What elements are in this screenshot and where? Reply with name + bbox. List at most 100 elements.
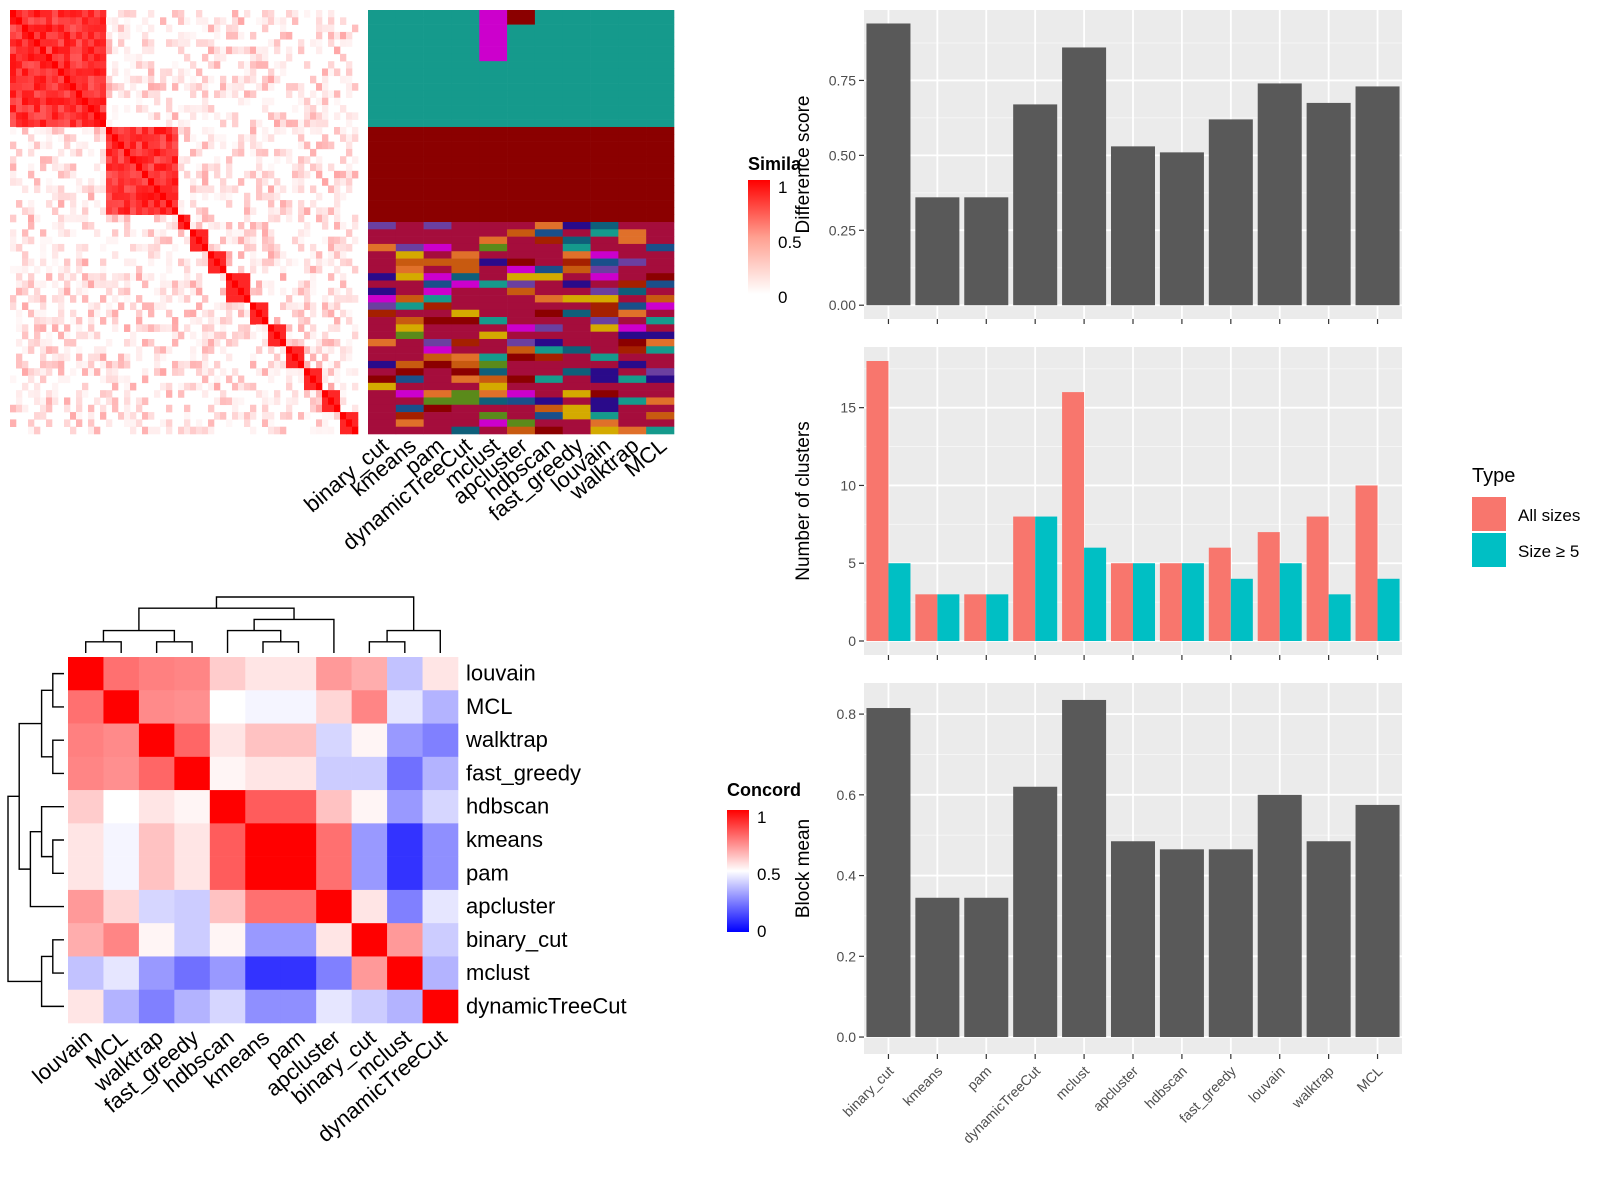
concordance-column-labels: louvainMCLwalktrapfast_greedyhdbscankmea… bbox=[27, 1025, 451, 1147]
similarity-cell bbox=[280, 126, 287, 135]
similarity-cell bbox=[172, 185, 179, 194]
membership-cell bbox=[562, 295, 591, 303]
y-tick-label: 0.8 bbox=[837, 706, 857, 722]
membership-cell bbox=[618, 61, 647, 69]
similarity-cell bbox=[124, 353, 131, 362]
similarity-cell bbox=[184, 360, 191, 369]
similarity-cell bbox=[268, 324, 275, 332]
similarity-cell bbox=[88, 31, 95, 40]
similarity-cell bbox=[208, 24, 215, 33]
similarity-cell bbox=[148, 170, 155, 179]
similarity-cell bbox=[340, 273, 347, 281]
membership-cell bbox=[562, 185, 591, 194]
similarity-cell bbox=[292, 236, 299, 245]
similarity-cell bbox=[220, 185, 227, 194]
similarity-cell bbox=[112, 207, 119, 215]
similarity-cell bbox=[28, 280, 35, 289]
similarity-cell bbox=[118, 273, 125, 281]
similarity-cell bbox=[322, 390, 329, 398]
similarity-cell bbox=[322, 258, 329, 267]
membership-cell bbox=[423, 141, 452, 150]
membership-cell bbox=[507, 419, 536, 427]
similarity-cell bbox=[346, 243, 353, 252]
similarity-cell bbox=[64, 192, 71, 201]
similarity-cell bbox=[16, 265, 23, 274]
similarity-cell bbox=[58, 185, 65, 194]
similarity-cell bbox=[46, 61, 53, 69]
similarity-cell bbox=[220, 397, 227, 406]
similarity-cell bbox=[184, 17, 191, 25]
membership-cell bbox=[451, 126, 480, 135]
similarity-cell bbox=[202, 178, 209, 186]
similarity-cell bbox=[346, 229, 353, 237]
membership-cell bbox=[423, 200, 452, 208]
similarity-cell bbox=[106, 178, 113, 186]
similarity-cell bbox=[262, 178, 269, 186]
concordance-cell bbox=[103, 823, 140, 857]
concordance-cell bbox=[387, 956, 423, 991]
similarity-cell bbox=[100, 61, 107, 69]
similarity-cell bbox=[280, 200, 287, 208]
membership-cell bbox=[562, 141, 591, 150]
membership-cell bbox=[451, 346, 480, 354]
membership-cell bbox=[451, 90, 480, 99]
similarity-cell bbox=[118, 178, 125, 186]
concordance-cell bbox=[245, 657, 282, 691]
membership-cell bbox=[451, 141, 480, 150]
similarity-cell bbox=[130, 75, 137, 84]
similarity-cell bbox=[202, 368, 209, 376]
membership-cell bbox=[423, 112, 452, 120]
similarity-cell bbox=[226, 397, 233, 406]
membership-cell bbox=[590, 126, 619, 135]
concordance-cell bbox=[103, 723, 140, 758]
similarity-cell bbox=[238, 148, 245, 157]
similarity-cell bbox=[196, 426, 203, 435]
membership-cell bbox=[423, 163, 452, 172]
similarity-cell bbox=[196, 368, 203, 376]
membership-cell bbox=[618, 134, 647, 142]
similarity-cell bbox=[88, 39, 95, 47]
concordance-cell bbox=[138, 889, 175, 924]
membership-cell bbox=[618, 163, 647, 172]
similarity-cell bbox=[268, 251, 275, 259]
similarity-cell bbox=[28, 97, 35, 106]
similarity-cell bbox=[124, 412, 131, 420]
similarity-cell bbox=[28, 68, 35, 77]
similarity-cell bbox=[280, 61, 287, 69]
membership-cell bbox=[395, 360, 424, 369]
membership-cell bbox=[646, 214, 675, 223]
similarity-cell bbox=[112, 375, 119, 384]
concordance-cell bbox=[387, 723, 423, 758]
similarity-cell bbox=[304, 302, 311, 311]
similarity-cell bbox=[262, 324, 269, 332]
similarity-cell bbox=[58, 170, 65, 179]
membership-cell bbox=[646, 390, 675, 398]
similarity-cell bbox=[322, 346, 329, 354]
similarity-cell bbox=[298, 229, 305, 237]
membership-cell bbox=[534, 83, 564, 91]
membership-cell bbox=[562, 24, 591, 33]
similarity-cell bbox=[148, 192, 155, 201]
similarity-cell bbox=[334, 368, 341, 376]
membership-cell bbox=[562, 119, 591, 128]
similarity-cell bbox=[352, 404, 359, 413]
similarity-cell bbox=[52, 192, 59, 201]
similarity-cell bbox=[154, 353, 161, 362]
similarity-cell bbox=[154, 207, 161, 215]
similarity-cell bbox=[268, 83, 275, 91]
similarity-cell bbox=[64, 397, 71, 406]
concordance-cell bbox=[280, 856, 317, 891]
similarity-cell bbox=[76, 31, 83, 40]
similarity-cell bbox=[40, 346, 47, 354]
similarity-cell bbox=[136, 207, 143, 215]
similarity-cell bbox=[52, 112, 59, 120]
similarity-cell bbox=[268, 331, 275, 340]
similarity-cell bbox=[46, 39, 53, 47]
bar-size-5 bbox=[986, 594, 1009, 641]
similarity-cell bbox=[232, 141, 239, 150]
similarity-cell bbox=[232, 382, 239, 391]
bar bbox=[964, 197, 1009, 306]
membership-column-labels: binary_cutkmeanspamdynamicTreeCutmclusta… bbox=[299, 433, 671, 555]
concordance-row-label: apcluster bbox=[466, 894, 555, 919]
